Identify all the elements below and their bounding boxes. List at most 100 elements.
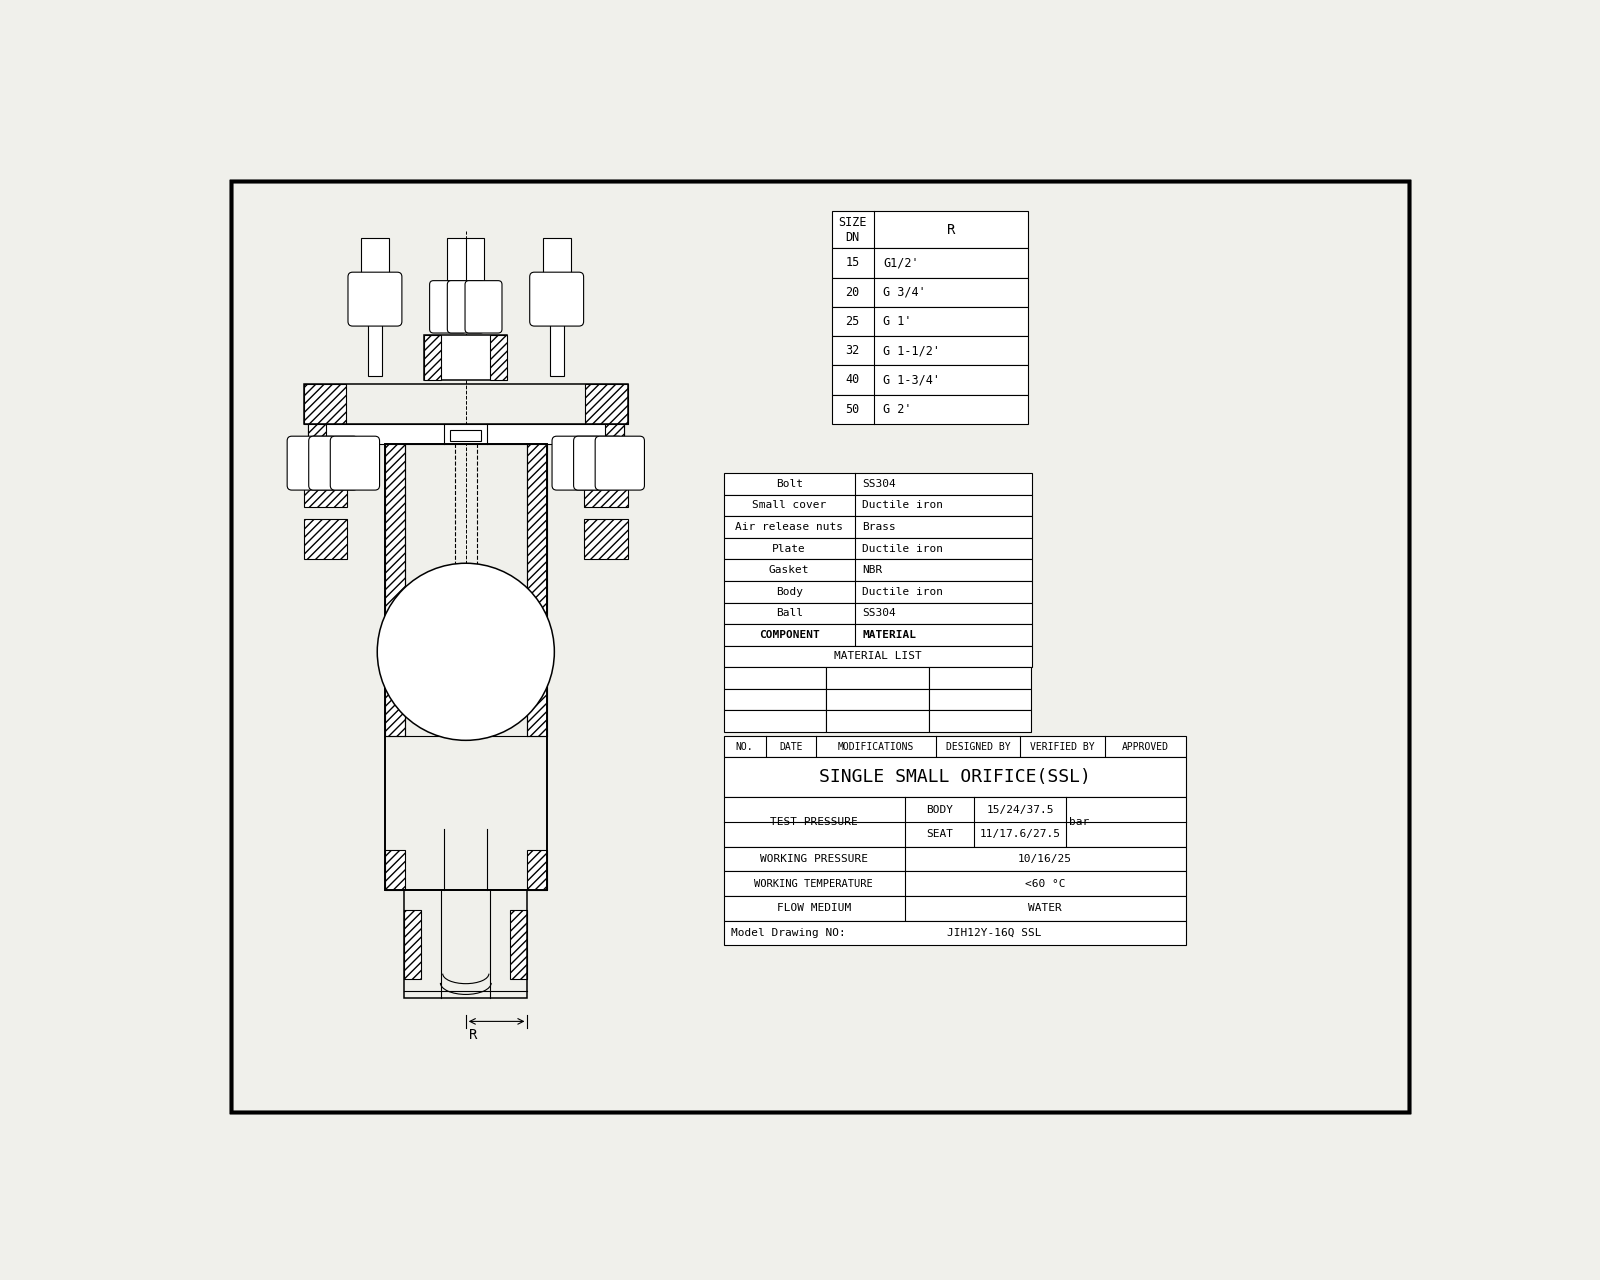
Bar [584, 444, 627, 507]
Text: MATERIAL: MATERIAL [862, 630, 917, 640]
Text: SEAT: SEAT [926, 829, 954, 840]
Text: WORKING TEMPERATURE: WORKING TEMPERATURE [755, 878, 874, 888]
FancyBboxPatch shape [530, 273, 584, 326]
Bar [826, 710, 928, 732]
FancyBboxPatch shape [448, 280, 485, 333]
Text: G 1-1/2': G 1-1/2' [883, 344, 941, 357]
Text: G 1': G 1' [883, 315, 912, 328]
Bar [510, 910, 528, 979]
Bar [723, 559, 1032, 581]
FancyBboxPatch shape [430, 280, 467, 333]
FancyBboxPatch shape [309, 436, 358, 490]
Bar [723, 872, 1186, 896]
Text: Small cover: Small cover [752, 500, 826, 511]
Text: 20: 20 [845, 285, 859, 298]
Bar [307, 424, 326, 444]
Text: COMPONENT: COMPONENT [758, 630, 819, 640]
Bar [424, 335, 442, 380]
Bar [723, 710, 826, 732]
Bar [832, 278, 1027, 307]
Bar [723, 689, 826, 710]
FancyBboxPatch shape [552, 436, 602, 490]
FancyBboxPatch shape [286, 436, 336, 490]
Text: 32: 32 [845, 344, 859, 357]
Bar [550, 321, 563, 376]
Bar [304, 384, 347, 424]
Bar [723, 538, 1032, 559]
Bar [723, 797, 1186, 846]
FancyBboxPatch shape [595, 436, 645, 490]
Text: 15: 15 [845, 256, 859, 269]
Bar [723, 846, 1186, 872]
Bar [526, 850, 547, 891]
Bar [723, 645, 1032, 667]
Text: FLOW MEDIUM: FLOW MEDIUM [776, 904, 851, 913]
Bar [723, 920, 1186, 945]
Text: 15/24/37.5: 15/24/37.5 [987, 805, 1054, 814]
FancyBboxPatch shape [574, 436, 622, 490]
Bar [723, 474, 1032, 494]
Text: SINGLE SMALL ORIFICE(SSL): SINGLE SMALL ORIFICE(SSL) [819, 768, 1091, 786]
FancyBboxPatch shape [330, 436, 379, 490]
Bar [386, 444, 405, 736]
FancyBboxPatch shape [347, 273, 402, 326]
Bar [542, 238, 571, 276]
Bar [304, 444, 347, 507]
Bar [405, 910, 421, 979]
Text: Brass: Brass [862, 522, 896, 532]
Text: 11/17.6/27.5: 11/17.6/27.5 [979, 829, 1061, 840]
Bar [723, 603, 1032, 625]
Text: SS304: SS304 [862, 479, 896, 489]
Text: VERIFIED BY: VERIFIED BY [1030, 741, 1094, 751]
Bar [386, 444, 547, 891]
Text: NBR: NBR [862, 566, 883, 575]
Text: <60 °C: <60 °C [1024, 878, 1066, 888]
Bar [723, 896, 1186, 920]
Text: Gasket: Gasket [770, 566, 810, 575]
Text: MATERIAL LIST: MATERIAL LIST [834, 652, 922, 662]
Bar [723, 581, 1032, 603]
Bar [832, 248, 1027, 278]
FancyBboxPatch shape [466, 280, 502, 333]
Bar [826, 667, 928, 689]
Bar [362, 238, 389, 276]
Text: Body: Body [776, 586, 803, 596]
Text: R: R [469, 1028, 478, 1042]
Text: Air release nuts: Air release nuts [734, 522, 843, 532]
Text: JIH12Y-16Q SSL: JIH12Y-16Q SSL [947, 928, 1042, 938]
Bar [832, 365, 1027, 394]
Bar [723, 516, 1032, 538]
Text: NO.: NO. [736, 741, 754, 751]
Bar [386, 850, 405, 891]
Text: G 2': G 2' [883, 403, 912, 416]
Text: 25: 25 [845, 315, 859, 328]
Text: Ductile iron: Ductile iron [862, 500, 944, 511]
Bar [832, 337, 1027, 365]
Text: SIZE
DN: SIZE DN [838, 216, 867, 243]
Bar [723, 494, 1032, 516]
Text: Plate: Plate [773, 544, 806, 554]
Bar [605, 424, 624, 444]
Bar [928, 667, 1030, 689]
Bar [826, 689, 928, 710]
Bar [586, 384, 627, 424]
Bar [526, 444, 547, 736]
Bar [723, 667, 826, 689]
Text: Bolt: Bolt [776, 479, 803, 489]
Bar [832, 211, 1027, 248]
Text: Ductile iron: Ductile iron [862, 544, 944, 554]
Text: DATE: DATE [779, 741, 803, 751]
Text: Ductile iron: Ductile iron [862, 586, 944, 596]
Bar [307, 424, 624, 444]
Text: SS304: SS304 [862, 608, 896, 618]
Bar [304, 518, 347, 558]
Bar [304, 384, 627, 424]
Bar [723, 625, 1032, 645]
Text: G1/2': G1/2' [883, 256, 918, 269]
Text: APPROVED: APPROVED [1122, 741, 1168, 751]
Text: bar: bar [1069, 817, 1090, 827]
Bar [451, 430, 482, 440]
Circle shape [378, 563, 554, 740]
Bar [928, 689, 1030, 710]
Bar [723, 758, 1186, 797]
